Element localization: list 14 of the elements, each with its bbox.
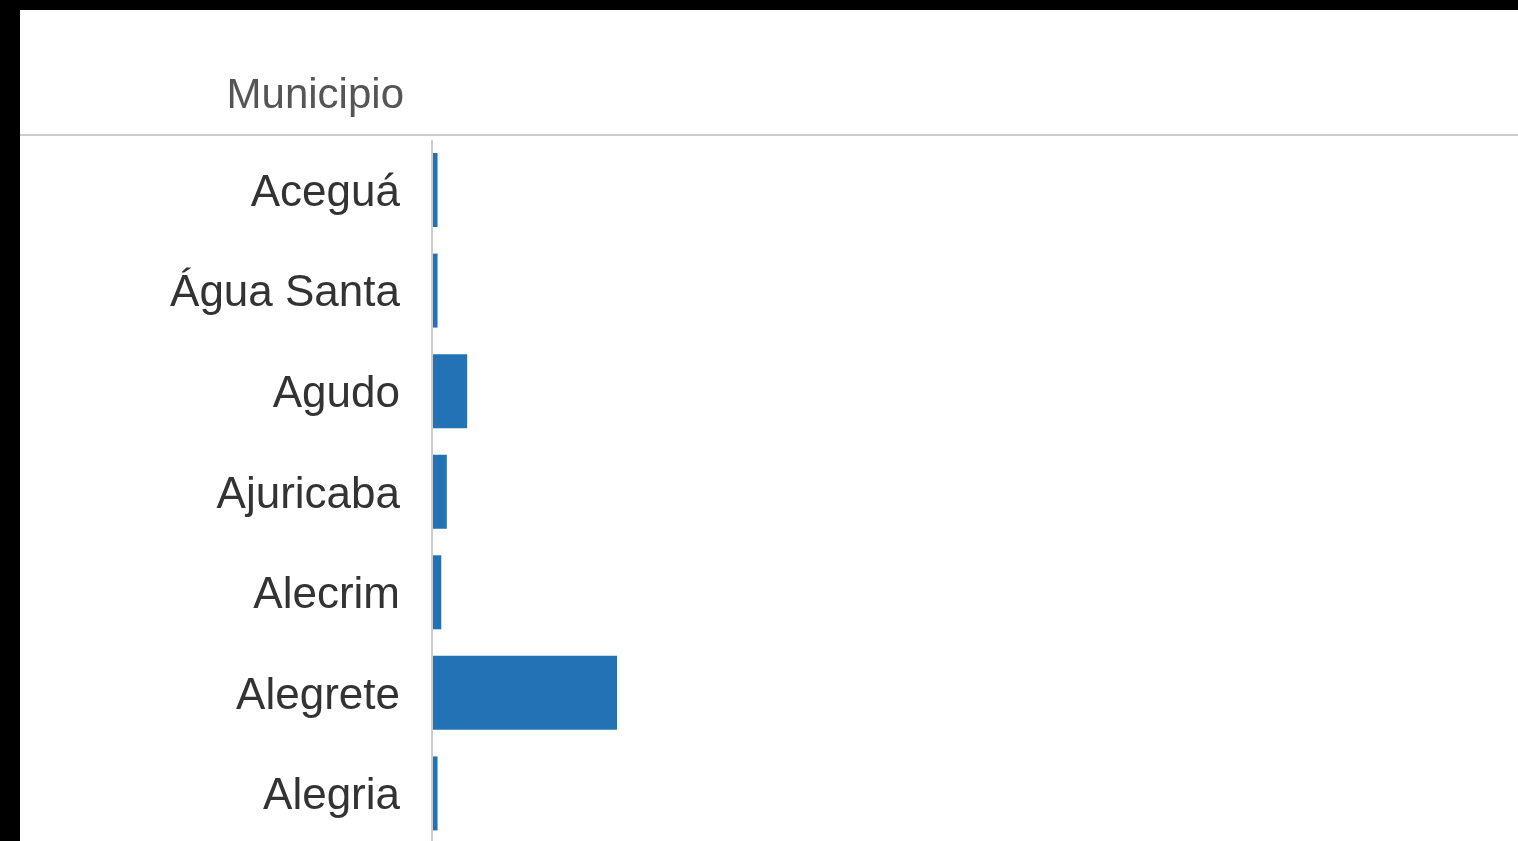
bar <box>432 253 438 328</box>
y-tick-label: Agudo <box>272 367 400 417</box>
bar <box>432 756 438 831</box>
y-tick-label: Alecrim <box>253 568 400 618</box>
y-tick-label: Alegrete <box>236 668 400 718</box>
bar <box>432 354 468 429</box>
y-tick-label: Alegria <box>263 769 401 819</box>
y-tick-label: Aceguá <box>250 165 401 215</box>
bar <box>432 454 447 529</box>
bar <box>432 153 438 227</box>
y-tick-label: Água Santa <box>170 266 401 316</box>
bar <box>432 655 618 730</box>
y-axis-title: Municipio <box>226 70 404 118</box>
y-tick-label: Ajuricaba <box>216 467 401 517</box>
